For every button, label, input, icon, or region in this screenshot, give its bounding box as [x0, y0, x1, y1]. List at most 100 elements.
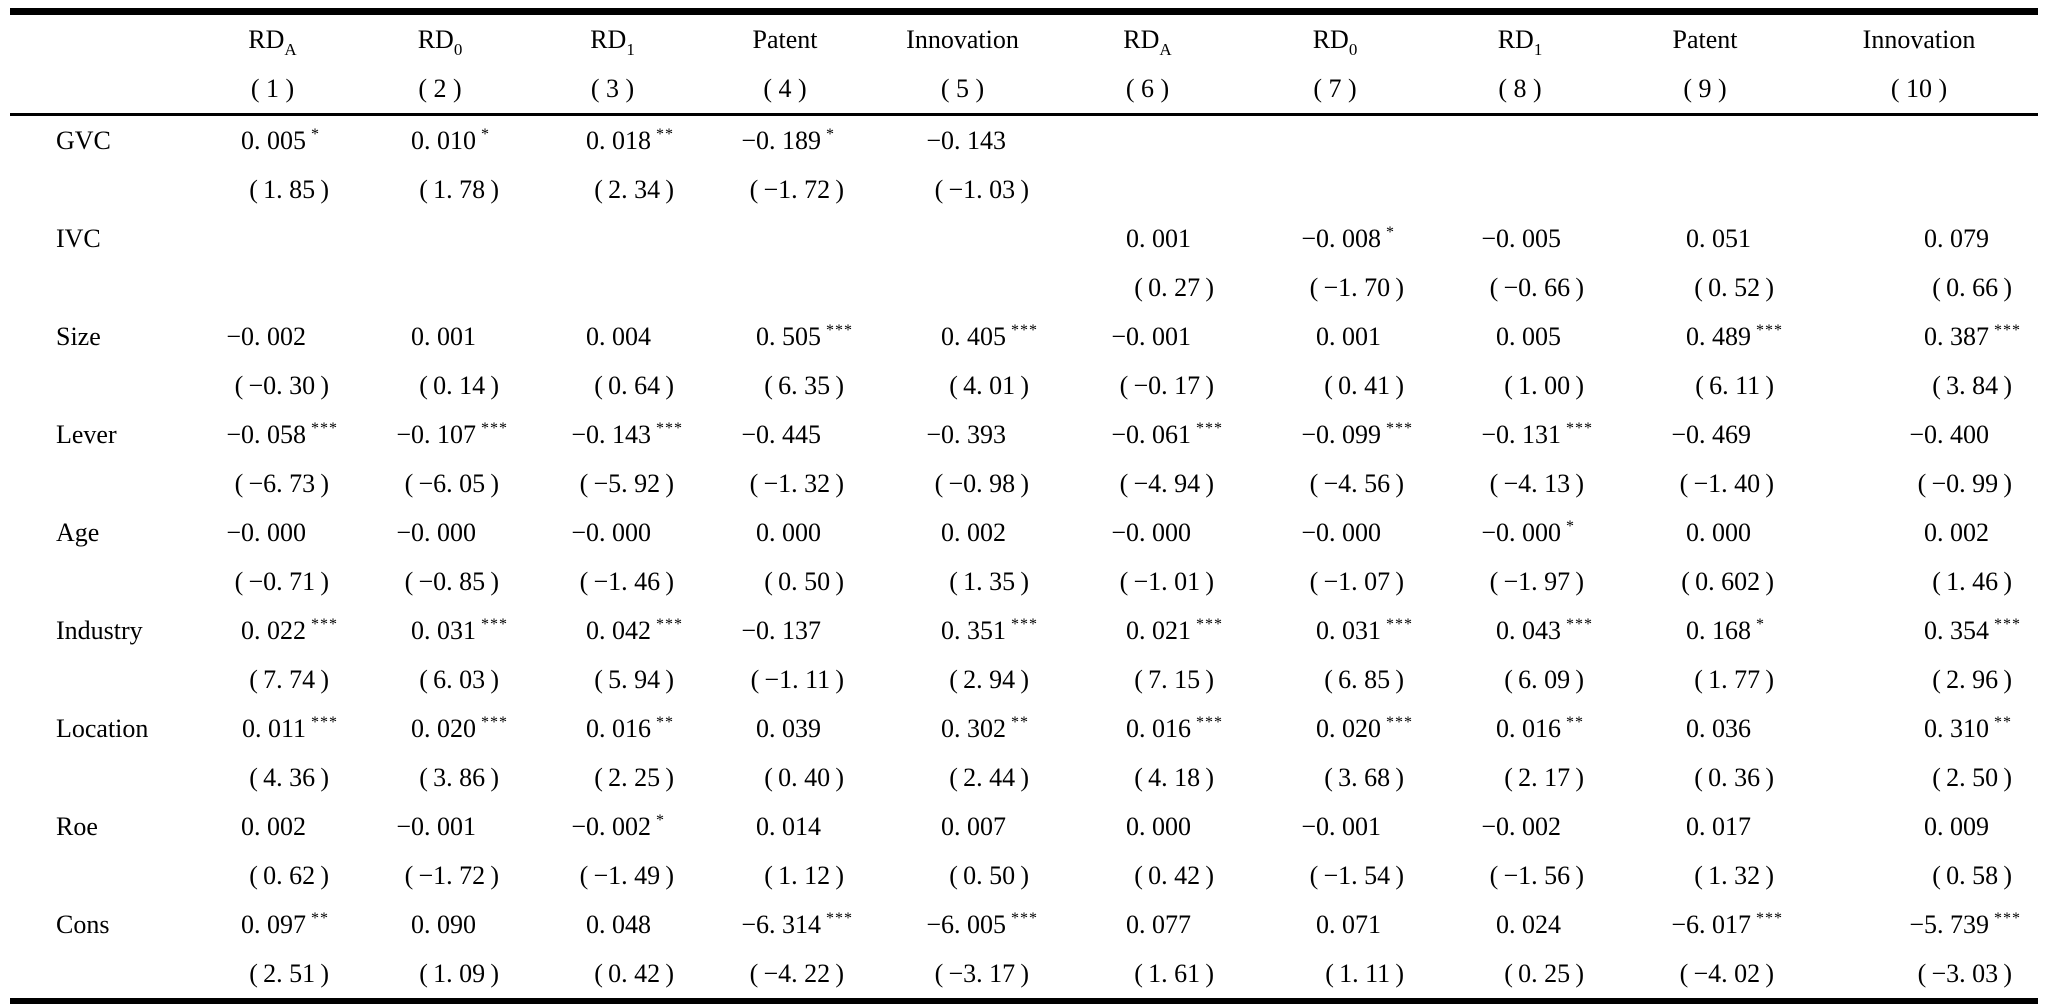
t-statistic: ( 0. 25 )	[1504, 959, 1584, 988]
coefficient-value: 0. 004	[586, 322, 651, 351]
column-header-subscript: A	[1159, 40, 1172, 59]
coefficient-value: −0. 001	[396, 812, 476, 841]
table-header-rule	[10, 113, 2038, 116]
coefficient-value: 0. 048	[586, 910, 651, 939]
data-cell: −0. 002 ( −1. 56 )	[1430, 802, 1610, 900]
row-label: GVC	[56, 126, 111, 155]
coefficient-value: 0. 010	[411, 126, 476, 155]
row-label-cell: Location	[10, 704, 190, 802]
column-header: Patent ( 9 )	[1610, 15, 1800, 113]
data-cell: 0. 001 ( 0. 41 )	[1240, 312, 1430, 410]
t-statistic: ( −4. 94 )	[1119, 469, 1214, 498]
column-number: ( 4 )	[763, 74, 807, 103]
data-cell: 0. 310 ** ( 2. 50 )	[1800, 704, 2038, 802]
t-statistic: ( 0. 58 )	[1932, 861, 2012, 890]
column-header-subscript: 0	[453, 40, 463, 59]
column-header: RD0 ( 2 )	[355, 15, 525, 113]
t-statistic: ( −3. 03 )	[1917, 959, 2012, 988]
data-cell: 0. 001 ( 0. 27 )	[1055, 214, 1240, 312]
coefficient-value: 0. 005	[1496, 322, 1561, 351]
data-cell: 0. 016 ** ( 2. 17 )	[1430, 704, 1610, 802]
t-statistic	[1800, 165, 2038, 214]
significance-stars: *	[1386, 224, 1395, 241]
t-statistic: ( 1. 09 )	[419, 959, 499, 988]
data-cell: 0. 004 ( 0. 64 )	[525, 312, 700, 410]
t-statistic: ( 0. 52 )	[1694, 273, 1774, 302]
significance-stars: ***	[1011, 616, 1038, 633]
data-cell: −0. 143 ( −1. 03 )	[870, 116, 1055, 214]
row-label: Lever	[56, 420, 117, 449]
coefficient-value: 0. 000	[1126, 812, 1191, 841]
data-cell: −0. 008 * ( −1. 70 )	[1240, 214, 1430, 312]
significance-stars: ***	[481, 714, 508, 731]
coefficient-value: 0. 097	[241, 910, 306, 939]
t-statistic: ( 0. 62 )	[249, 861, 329, 890]
coefficient-value: 0. 001	[411, 322, 476, 351]
t-statistic: ( 1. 12 )	[764, 861, 844, 890]
coefficient-value: 0. 000	[1686, 518, 1751, 547]
coefficient-value: 0. 022	[241, 616, 306, 645]
t-statistic: ( −1. 03 )	[934, 175, 1029, 204]
data-cell: 0. 097 ** ( 2. 51 )	[190, 900, 355, 998]
data-cell: −0. 393 ( −0. 98 )	[870, 410, 1055, 508]
significance-stars: ***	[1386, 714, 1413, 731]
coefficient-value: −0. 008	[1301, 224, 1381, 253]
data-cell: 0. 014 ( 1. 12 )	[700, 802, 870, 900]
coefficient-value: 0. 017	[1686, 812, 1751, 841]
t-statistic: ( −1. 46 )	[579, 567, 674, 596]
coefficient-value: −5. 739	[1909, 910, 1989, 939]
significance-stars: ***	[656, 616, 683, 633]
coefficient-value: 0. 002	[941, 518, 1006, 547]
column-header-label: RD	[590, 25, 627, 54]
coefficient-value: −0. 000	[571, 518, 651, 547]
t-statistic: ( 0. 41 )	[1324, 371, 1404, 400]
data-cell	[700, 214, 870, 312]
coefficient-value: 0. 021	[1126, 616, 1191, 645]
coefficient-value: −6. 314	[741, 910, 821, 939]
significance-stars: ***	[481, 420, 508, 437]
data-cell: 0. 090 ( 1. 09 )	[355, 900, 525, 998]
t-statistic: ( −4. 02 )	[1679, 959, 1774, 988]
coefficient-value: 0. 001	[1316, 322, 1381, 351]
coefficient-value: −0. 393	[926, 420, 1006, 449]
data-cell	[355, 214, 525, 312]
significance-stars: **	[1566, 714, 1584, 731]
coefficient-value: −0. 000	[1301, 518, 1381, 547]
t-statistic: ( 2. 96 )	[1932, 665, 2012, 694]
t-statistic: ( −3. 17 )	[934, 959, 1029, 988]
coefficient-value: 0. 351	[941, 616, 1006, 645]
t-statistic: ( 1. 35 )	[949, 567, 1029, 596]
coefficient-value: −6. 017	[1671, 910, 1751, 939]
data-cell: −0. 131 *** ( −4. 13 )	[1430, 410, 1610, 508]
coefficient-value: 0. 000	[756, 518, 821, 547]
t-statistic: ( 0. 602 )	[1681, 567, 1774, 596]
data-cell: −0. 001 ( −0. 17 )	[1055, 312, 1240, 410]
significance-stars: ***	[1196, 420, 1223, 437]
significance-stars: *	[656, 812, 665, 829]
t-statistic: ( 0. 27 )	[1134, 273, 1214, 302]
coefficient-value: 0. 043	[1496, 616, 1561, 645]
significance-stars: ***	[1386, 616, 1413, 633]
row-label-cell: IVC	[10, 214, 190, 312]
coefficient-value: 0. 405	[941, 322, 1006, 351]
t-statistic: ( 0. 36 )	[1694, 763, 1774, 792]
coefficient-value: −0. 000	[396, 518, 476, 547]
column-header-label: RD	[1123, 25, 1160, 54]
t-statistic: ( 0. 40 )	[764, 763, 844, 792]
column-header-label: Patent	[1672, 25, 1738, 54]
t-statistic: ( 1. 32 )	[1694, 861, 1774, 890]
t-statistic: ( 0. 42 )	[594, 959, 674, 988]
column-header-label: Patent	[752, 25, 818, 54]
coefficient-value: 0. 039	[756, 714, 821, 743]
t-statistic	[525, 263, 700, 312]
data-cell: 0. 024 ( 0. 25 )	[1430, 900, 1610, 998]
coefficient-value: 0. 024	[1496, 910, 1561, 939]
regression-table: RDA( 1 ) RD0( 2 ) RD1( 3 ) Patent( 4 ) Innov…	[10, 8, 2038, 1004]
data-cell: 0. 077 ( 1. 61 )	[1055, 900, 1240, 998]
row-label: Industry	[56, 616, 143, 645]
data-cell	[190, 214, 355, 312]
data-cell: 0. 042 *** ( 5. 94 )	[525, 606, 700, 704]
column-header-subscript: 1	[1533, 40, 1543, 59]
significance-stars: ***	[1994, 616, 2021, 633]
t-statistic: ( 6. 09 )	[1504, 665, 1584, 694]
